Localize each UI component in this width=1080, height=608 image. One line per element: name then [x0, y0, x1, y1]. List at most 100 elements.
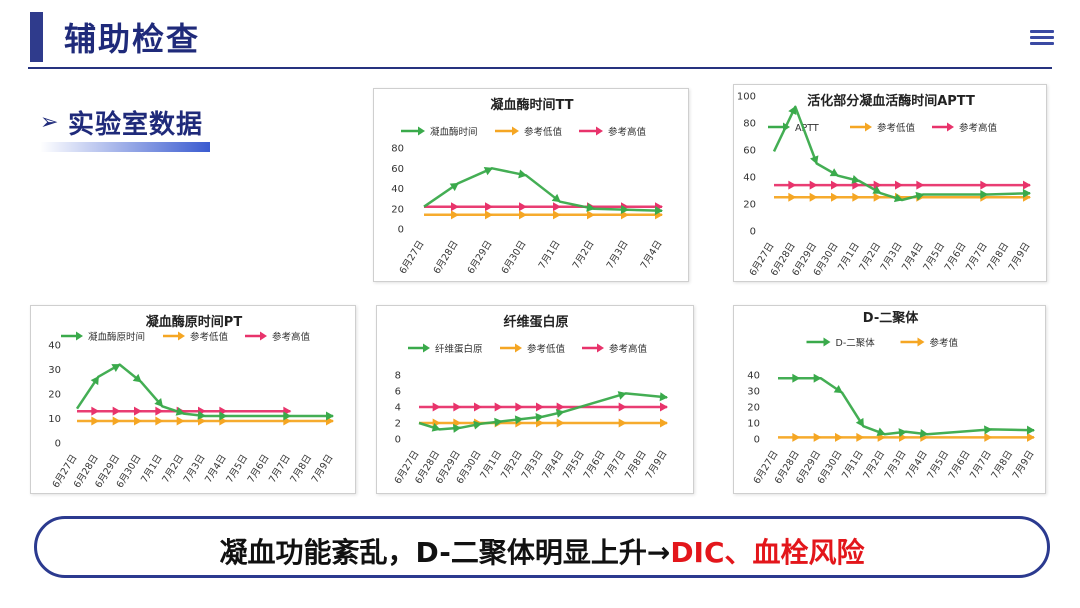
- arrow-head: [154, 398, 163, 408]
- arrow-head: [494, 417, 503, 427]
- arrow-head: [283, 411, 292, 421]
- arrow-head: [980, 180, 989, 190]
- data-point-arrow: [835, 432, 843, 442]
- y-tick-label: 40: [743, 173, 756, 184]
- x-tick-label: 7月3日: [605, 239, 631, 271]
- menu-icon[interactable]: [1030, 30, 1054, 46]
- arrow-head: [915, 191, 925, 201]
- data-point-arrow: [873, 180, 882, 190]
- legend-arrow-icon: [76, 331, 83, 341]
- x-tick-label: 7月9日: [310, 453, 336, 485]
- data-point-arrow: [919, 428, 929, 438]
- arrow-head: [980, 190, 989, 200]
- page-title: 辅助检查: [64, 20, 201, 58]
- arrow-head: [873, 180, 882, 190]
- arrow-head: [617, 391, 627, 400]
- data-point-arrow: [449, 182, 459, 192]
- chart-title: 凝血酶时间TT: [490, 97, 573, 113]
- data-point-arrow: [134, 406, 142, 416]
- arrow-head: [219, 411, 228, 421]
- y-tick-label: 4: [395, 403, 401, 414]
- data-point-arrow: [586, 202, 595, 212]
- data-point-arrow: [829, 168, 839, 177]
- conclusion-main: 凝血功能紊乱，D-二聚体明显上升→: [219, 536, 671, 569]
- data-point-arrow: [856, 432, 865, 442]
- chart-title: 凝血酶原时间PT: [146, 314, 243, 330]
- data-point-arrow: [176, 416, 185, 426]
- conclusion-text: 凝血功能紊乱，D-二聚体明显上升→DIC、血栓风险: [37, 531, 1047, 571]
- arrow-head: [1026, 425, 1035, 435]
- data-point-arrow: [831, 180, 839, 190]
- data-point-arrow: [915, 191, 925, 201]
- arrow-head: [792, 373, 801, 383]
- y-tick-label: 8: [395, 371, 401, 382]
- legend-label: 参考低值: [527, 343, 566, 355]
- data-point-arrow: [473, 420, 482, 430]
- arrow-head: [833, 384, 843, 394]
- legend-arrow-icon: [823, 337, 831, 347]
- data-point-arrow: [872, 185, 882, 194]
- data-point-arrow: [855, 417, 864, 428]
- data-point-arrow: [283, 411, 292, 421]
- arrow-head: [326, 411, 334, 421]
- title-accent-bar: [30, 12, 43, 62]
- x-tick-label: 6月28日: [432, 239, 461, 276]
- y-tick-label: 40: [391, 184, 404, 195]
- arrow-head: [1027, 432, 1035, 442]
- arrow-head: [788, 180, 797, 190]
- arrow-head: [132, 373, 142, 383]
- arrow-head: [485, 202, 493, 212]
- data-point-arrow: [519, 210, 527, 220]
- data-point-arrow: [620, 205, 629, 215]
- data-point-arrow: [451, 210, 459, 220]
- arrow-head: [134, 406, 142, 416]
- data-point-arrow: [175, 407, 185, 416]
- chart-d-dimer: D-二聚体 D-二聚体 参考值 0 10 20 30 40 6月27日 6月28日 6月29日 6月3…: [733, 305, 1046, 494]
- data-point-arrow: [197, 410, 206, 420]
- data-point-arrow: [617, 391, 627, 400]
- legend-arrow-icon: [418, 126, 425, 136]
- arrow-head: [788, 105, 797, 116]
- y-tick-label: 10: [747, 419, 760, 430]
- data-point-arrow: [1023, 180, 1031, 190]
- arrow-head: [809, 180, 818, 190]
- arrow-head: [809, 155, 819, 165]
- chart-aptt: 活化部分凝血活酶时间APTT APTT 参考低值 参考高值 0 20 40 60 80 100 6月…: [733, 84, 1047, 282]
- y-tick-label: 10: [48, 414, 61, 425]
- data-point-arrow: [659, 392, 668, 402]
- data-point-arrow: [833, 384, 843, 394]
- conclusion-box: 凝血功能紊乱，D-二聚体明显上升→DIC、血栓风险: [34, 516, 1050, 578]
- legend-label: 凝血酶时间: [430, 126, 478, 138]
- arrow-head: [451, 210, 459, 220]
- data-point-arrow: [494, 402, 503, 412]
- arrow-head: [829, 168, 839, 177]
- series-line: [75, 363, 333, 418]
- legend-label: 参考高值: [608, 126, 647, 138]
- legend-label: 参考值: [930, 337, 959, 349]
- data-point-arrow: [326, 411, 334, 421]
- data-point-arrow: [453, 402, 462, 412]
- arrow-head: [176, 416, 185, 426]
- data-point-arrow: [809, 192, 818, 202]
- y-tick-label: 20: [743, 200, 756, 211]
- arrow-head: [90, 376, 99, 386]
- y-tick-label: 60: [743, 146, 756, 157]
- data-point-arrow: [788, 105, 797, 116]
- arrow-head: [473, 420, 482, 430]
- legend-arrow-icon: [597, 343, 604, 353]
- arrow-head: [873, 192, 882, 202]
- data-point-arrow: [809, 180, 818, 190]
- arrow-head: [984, 425, 993, 435]
- chart-title: 纤维蛋白原: [503, 314, 568, 330]
- arrow-head: [788, 192, 797, 202]
- data-point-arrow: [198, 416, 206, 426]
- arrow-head: [535, 412, 544, 422]
- data-point-arrow: [654, 206, 663, 216]
- data-point-arrow: [111, 364, 121, 372]
- y-tick-label: 30: [48, 365, 61, 376]
- arrow-head: [431, 423, 441, 432]
